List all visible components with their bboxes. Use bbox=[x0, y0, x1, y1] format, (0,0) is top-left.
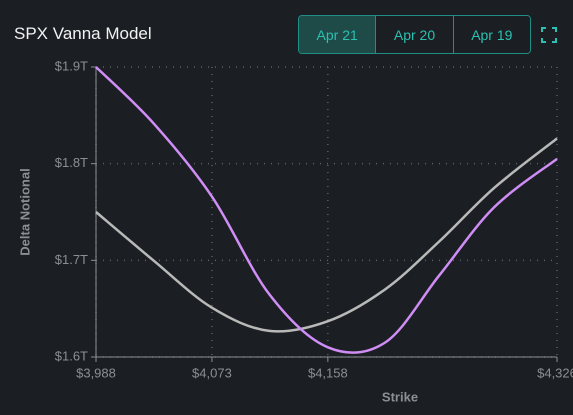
x-tick-label: $4,073 bbox=[192, 365, 232, 380]
date-tab[interactable]: Apr 20 bbox=[375, 16, 453, 53]
date-tab[interactable]: Apr 19 bbox=[452, 16, 530, 53]
y-tick-label: $1.9T bbox=[55, 58, 88, 73]
y-tick-label: $1.7T bbox=[55, 252, 88, 267]
series-line bbox=[95, 66, 558, 354]
expand-icon[interactable] bbox=[541, 27, 557, 43]
x-axis-label: Strike bbox=[382, 389, 418, 404]
page-title: SPX Vanna Model bbox=[14, 24, 152, 43]
y-axis-label: Delta Notional bbox=[17, 168, 32, 255]
date-tabs: Apr 21 Apr 20 Apr 19 bbox=[298, 15, 531, 54]
x-tick-label: $3,988 bbox=[76, 365, 116, 380]
series-line bbox=[95, 137, 558, 333]
x-tick-label: $4,326 bbox=[537, 365, 573, 380]
x-tick-label: $4,158 bbox=[308, 365, 348, 380]
y-tick-label: $1.8T bbox=[55, 155, 88, 170]
y-tick-label: $1.6T bbox=[55, 348, 88, 363]
date-tab[interactable]: Apr 21 bbox=[299, 16, 376, 53]
